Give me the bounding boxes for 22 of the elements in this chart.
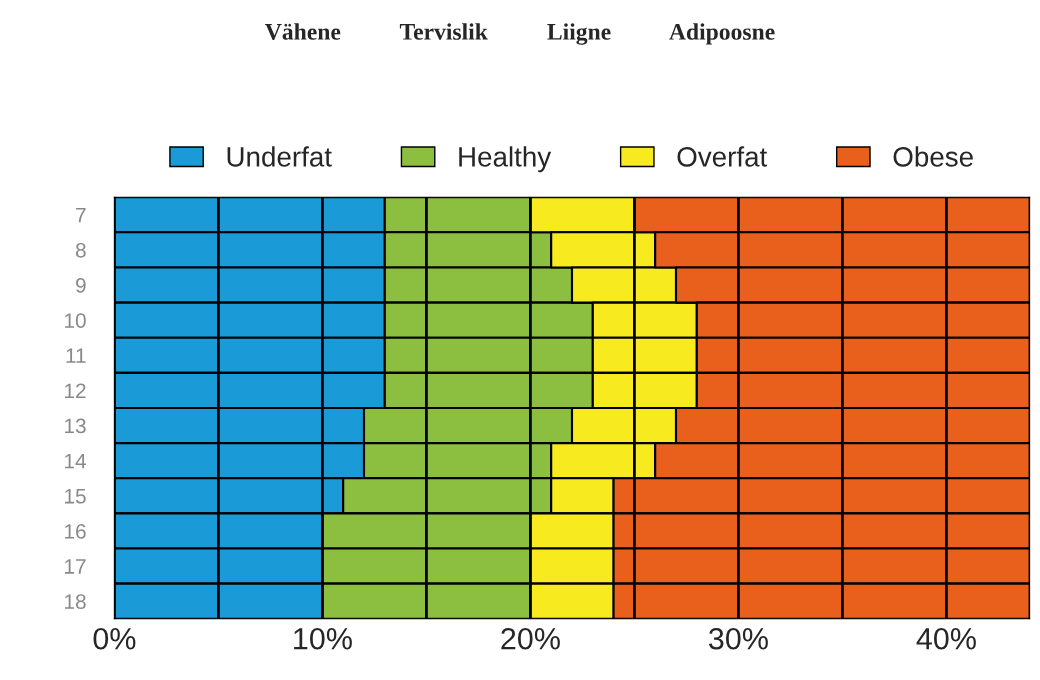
x-tick-label: 40% <box>916 627 976 650</box>
y-tick-label: 13 <box>65 418 86 434</box>
y-tick-label: 17 <box>65 559 86 574</box>
y-tick-label: 15 <box>65 489 86 504</box>
x-tick-label: 20% <box>501 627 560 650</box>
legend-label: Obese <box>893 146 973 167</box>
y-tick-label: 9 <box>76 278 86 293</box>
legend-label: Healthy <box>459 146 552 173</box>
legend-label: Underfat <box>227 146 332 167</box>
y-tick-label: 14 <box>65 453 87 469</box>
y-tick-label: 16 <box>65 523 86 539</box>
y-tick-label: 8 <box>75 242 86 258</box>
x-tick-label: 0% <box>93 627 136 650</box>
y-tick-label: 7 <box>76 207 86 223</box>
legend-label: Overfat <box>677 146 768 167</box>
chart-title: Vähene Tervislik Liigne Adipoosne <box>265 23 775 45</box>
y-tick-label: 18 <box>65 594 86 609</box>
y-tick-label: 11 <box>66 348 86 363</box>
x-tick-label: 30% <box>708 627 768 650</box>
x-tick-label: 10% <box>294 627 352 650</box>
y-tick-label: 12 <box>65 383 86 398</box>
y-tick-label: 10 <box>65 313 86 328</box>
